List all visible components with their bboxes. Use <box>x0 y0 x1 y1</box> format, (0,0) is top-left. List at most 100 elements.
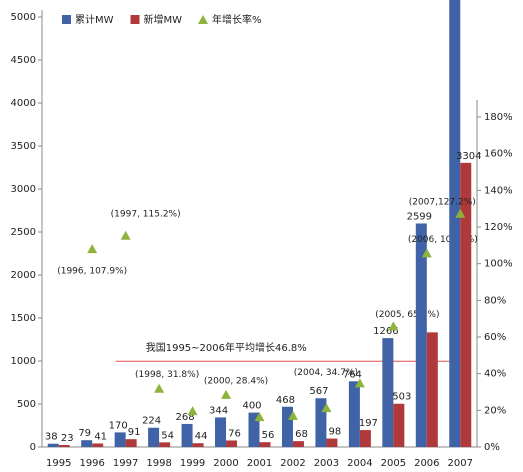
bar <box>259 442 271 447</box>
value-label: 468 <box>276 395 295 406</box>
bar <box>125 439 137 447</box>
value-label: 197 <box>359 418 378 429</box>
average-label: 我国1995~2006年平均增长46.8% <box>146 341 307 354</box>
bar <box>181 423 193 447</box>
point-label: (2006, 105.6%) <box>408 235 478 245</box>
y2-tick-label: 40% <box>484 369 506 380</box>
bar <box>460 162 472 447</box>
bar <box>281 406 293 447</box>
growth-marker <box>120 230 131 240</box>
bar <box>58 445 70 447</box>
y-tick-label: 2500 <box>11 227 36 238</box>
growth-marker <box>421 248 432 258</box>
legend-marker <box>198 15 209 24</box>
y2-tick-label: 80% <box>484 295 506 306</box>
value-label: 170 <box>109 420 128 431</box>
value-label: 68 <box>295 429 308 440</box>
value-label: 567 <box>309 386 328 397</box>
growth-marker <box>354 378 365 388</box>
bar <box>248 412 260 447</box>
x-tick-label: 2006 <box>414 458 439 469</box>
y-tick-label: 3000 <box>11 184 36 195</box>
x-tick-label: 2003 <box>314 458 339 469</box>
value-label: 3304 <box>456 151 481 162</box>
value-label: 54 <box>161 430 174 441</box>
bar <box>292 441 304 447</box>
y-tick-label: 500 <box>17 399 36 410</box>
value-label: 224 <box>142 416 161 427</box>
x-tick-label: 2001 <box>247 458 272 469</box>
value-label: 56 <box>262 430 275 441</box>
x-tick-label: 2004 <box>347 458 372 469</box>
bar <box>449 0 461 448</box>
point-label: (2005, 65.8%) <box>375 310 439 320</box>
y-tick-label: 4500 <box>11 55 36 66</box>
bar <box>81 440 93 447</box>
legend-label: 新增MW <box>144 13 183 26</box>
y-tick-label: 4000 <box>11 98 36 109</box>
legend-marker <box>62 15 71 24</box>
value-label: 268 <box>176 412 195 423</box>
y-tick-label: 1500 <box>11 313 36 324</box>
y2-tick-label: 100% <box>484 259 513 270</box>
bar <box>47 443 59 447</box>
value-label: 2599 <box>407 211 432 222</box>
bar <box>226 440 238 447</box>
point-label: (1997, 115.2%) <box>111 209 181 219</box>
value-label: 344 <box>209 405 228 416</box>
y2-tick-label: 160% <box>484 149 513 160</box>
bar <box>415 223 427 447</box>
y-tick-label: 5000 <box>11 12 36 23</box>
legend-label: 累计MW <box>75 13 114 26</box>
legend-label: 年增长率% <box>212 13 262 26</box>
x-tick-label: 1995 <box>46 458 71 469</box>
point-label: (2007,127.2%) <box>409 197 476 207</box>
value-label: 79 <box>78 428 91 439</box>
growth-marker <box>254 412 265 422</box>
bar <box>326 438 338 447</box>
growth-marker <box>455 208 466 218</box>
y2-tick-label: 120% <box>484 222 513 233</box>
value-label: 38 <box>45 432 58 443</box>
growth-marker <box>287 410 298 420</box>
bar <box>215 417 227 447</box>
growth-marker <box>87 244 98 254</box>
y2-tick-label: 180% <box>484 112 513 123</box>
point-label: (2004, 34.7%) <box>294 368 358 378</box>
x-tick-label: 1999 <box>180 458 205 469</box>
bar <box>92 443 104 447</box>
point-label: (1996, 107.9%) <box>57 267 127 277</box>
value-label: 23 <box>61 433 74 444</box>
value-label: 91 <box>128 427 141 438</box>
bar <box>114 432 126 447</box>
bar <box>148 427 160 447</box>
growth-marker <box>388 321 399 331</box>
y2-tick-label: 140% <box>484 185 513 196</box>
value-label: 76 <box>228 428 241 439</box>
legend-marker <box>130 15 140 24</box>
value-label: 400 <box>242 401 261 412</box>
bar <box>315 398 327 447</box>
bar <box>159 442 171 447</box>
x-tick-label: 2005 <box>381 458 406 469</box>
y2-tick-label: 20% <box>484 405 506 416</box>
growth-marker <box>221 389 232 399</box>
y-tick-label: 0 <box>30 442 36 453</box>
y-tick-label: 3500 <box>11 141 36 152</box>
x-tick-label: 1996 <box>79 458 104 469</box>
value-label: 764 <box>343 369 362 380</box>
bar <box>192 443 204 447</box>
point-label: (2000, 28.4%) <box>204 376 268 386</box>
x-tick-label: 2007 <box>448 458 473 469</box>
point-label: (1998, 31.8%) <box>135 370 199 380</box>
x-tick-label: 2000 <box>213 458 238 469</box>
bar <box>393 403 405 447</box>
y2-tick-label: 60% <box>484 332 506 343</box>
x-tick-label: 1998 <box>146 458 171 469</box>
growth-marker <box>187 406 198 416</box>
x-tick-label: 2002 <box>280 458 305 469</box>
value-label: 98 <box>329 427 342 438</box>
bar <box>382 338 394 447</box>
bar <box>426 332 438 447</box>
